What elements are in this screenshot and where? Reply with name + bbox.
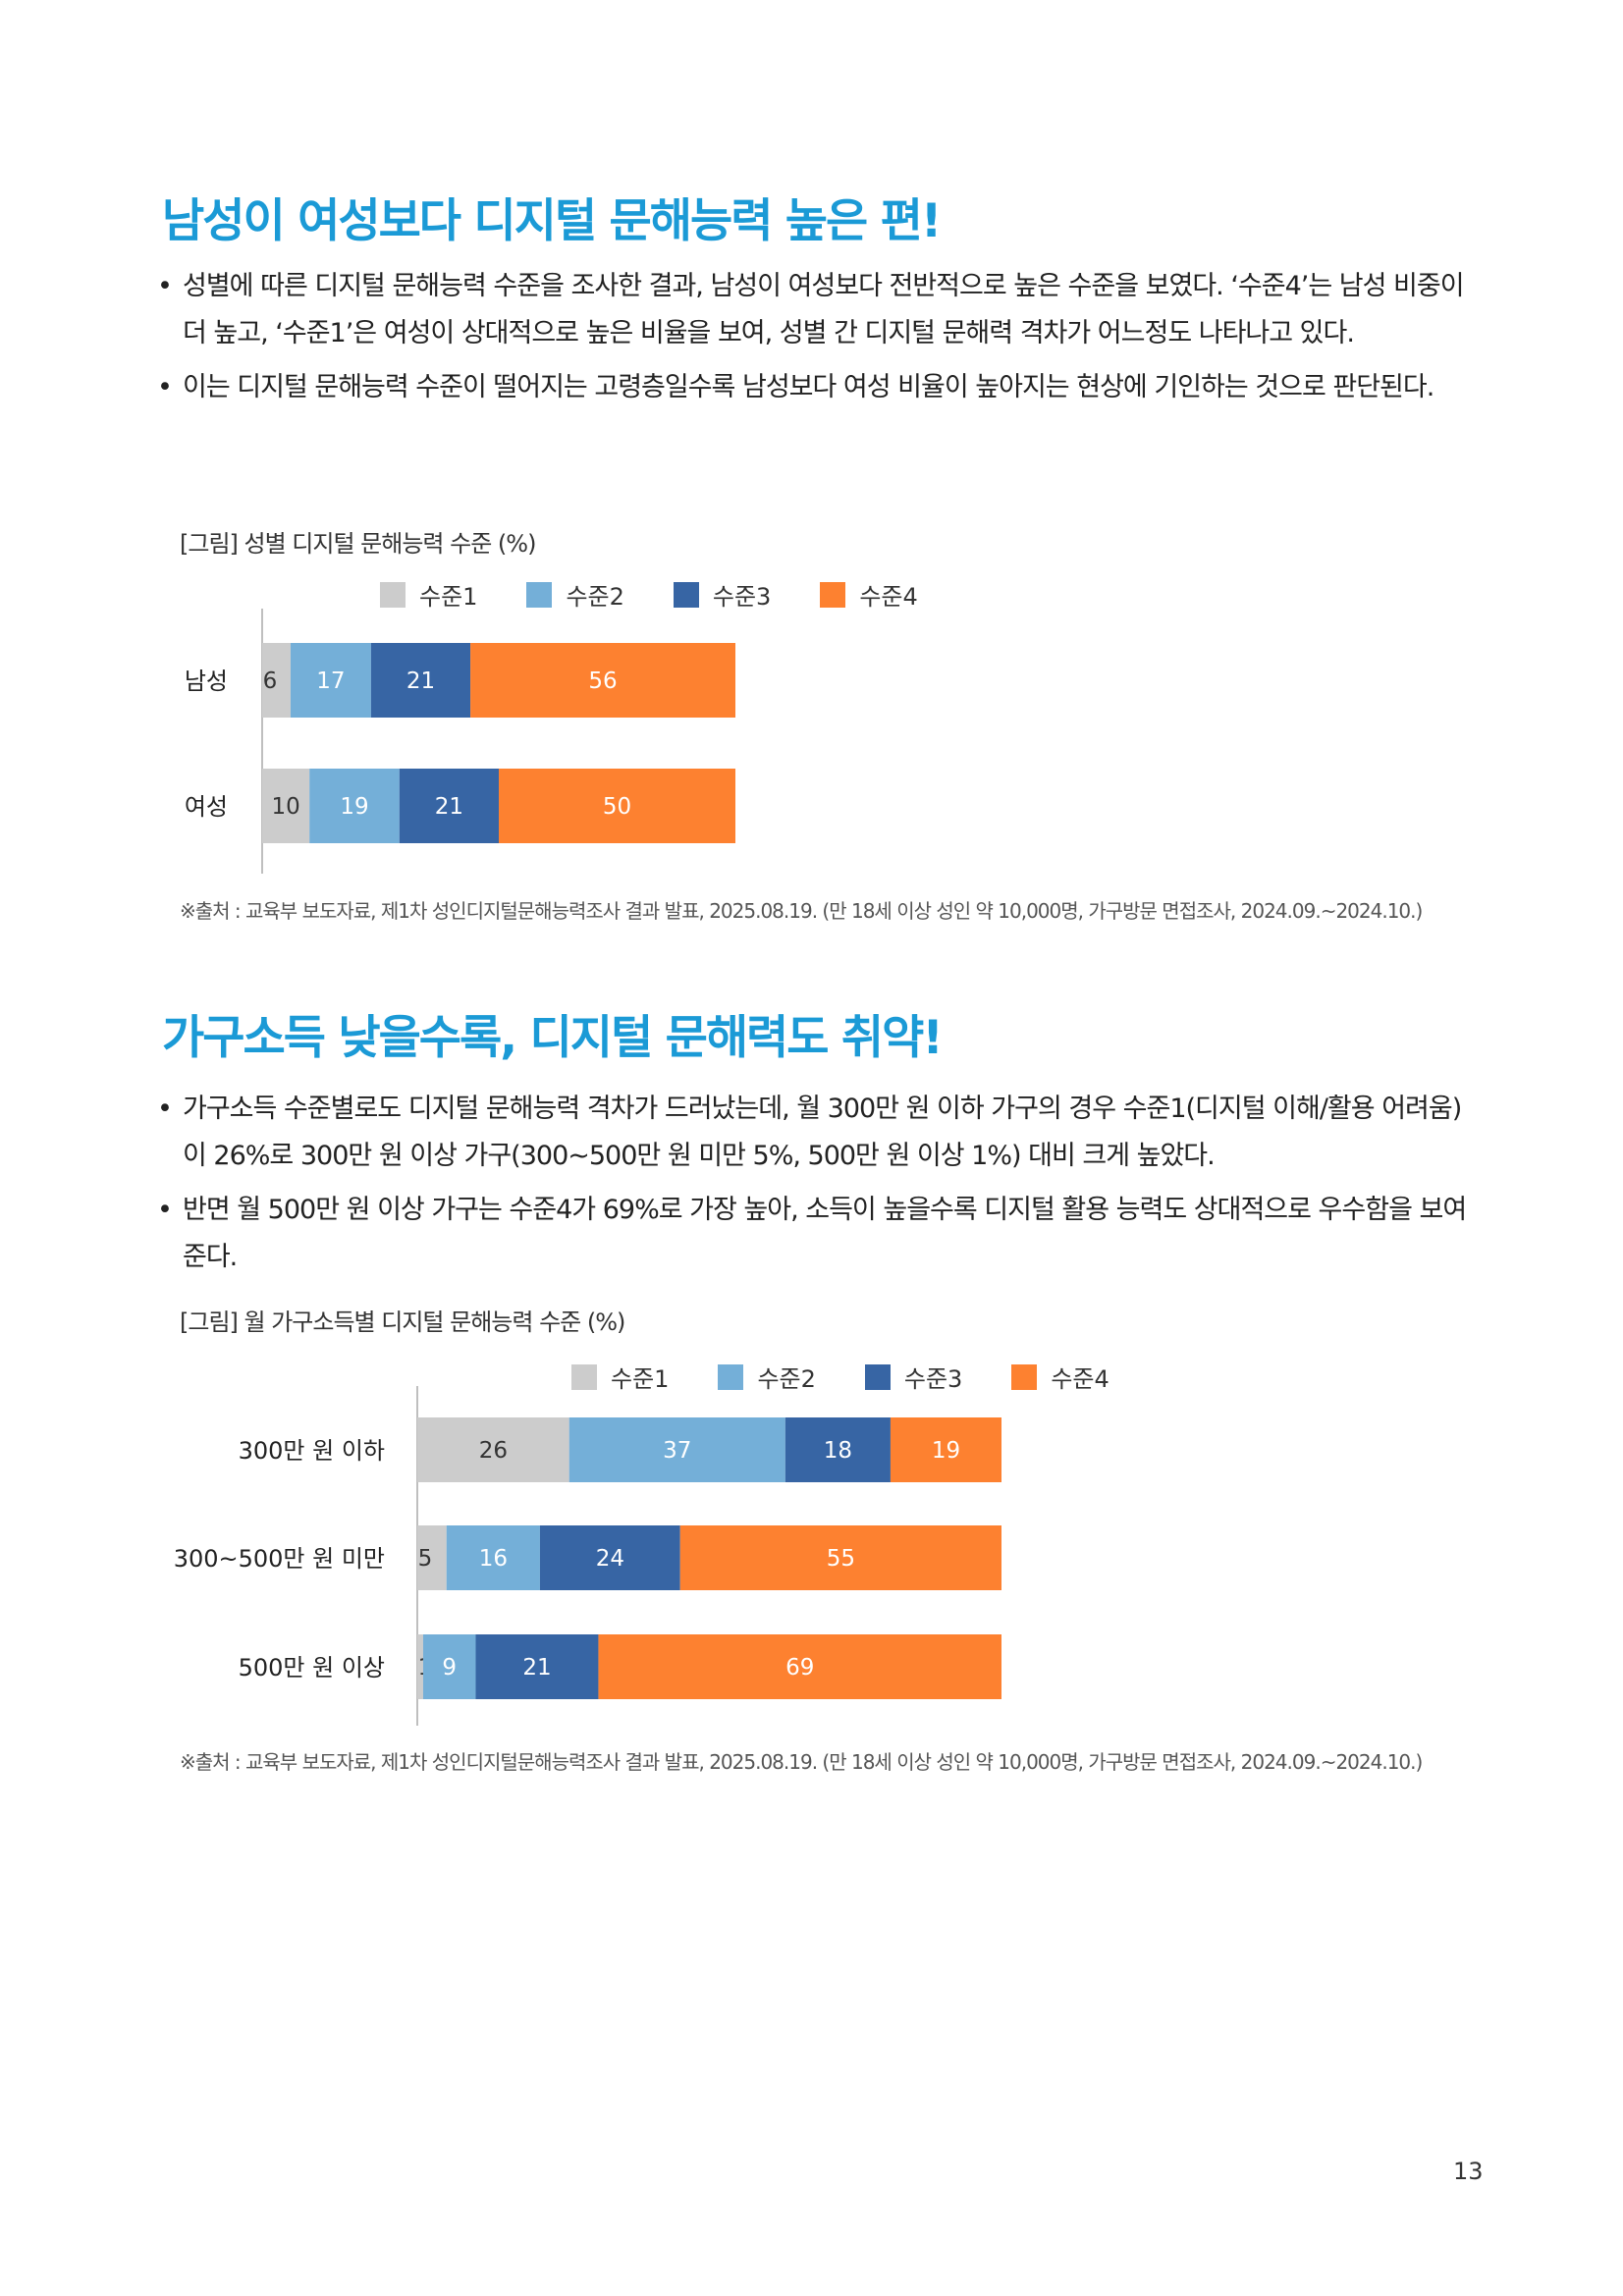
bar-segment-수준3	[399, 769, 499, 843]
legend-item-level4: 수준4	[1011, 1360, 1109, 1394]
data-label: 55	[827, 1546, 855, 1572]
legend-swatch	[673, 581, 699, 608]
data-label: 21	[435, 794, 463, 820]
legend-label: 수준3	[712, 583, 772, 611]
source-note-gender: ※출처 : 교육부 보도자료, 제1차 성인디지털문해능력조사 결과 발표, 2…	[180, 899, 1423, 923]
legend-label: 수준4	[859, 583, 918, 611]
bar-segment-수준4	[679, 1525, 1001, 1590]
bullet-list-income: 가구소득 수준별로도 디지털 문해능력 격차가 드러났는데, 월 300만 원 …	[157, 1086, 1478, 1288]
legend-label: 수준4	[1051, 1365, 1109, 1393]
data-label: 37	[663, 1438, 691, 1464]
figure-caption-income: [그림] 월 가구소득별 디지털 문해능력 수준 (%)	[180, 1308, 625, 1336]
bar-segment-수준3	[370, 643, 471, 718]
data-label: 5	[418, 1546, 433, 1572]
data-label: 6	[263, 668, 278, 694]
legend-label: 수준3	[903, 1365, 963, 1393]
data-label: 26	[479, 1438, 508, 1464]
bar-segment-수준2	[309, 769, 400, 843]
bullet-item: 가구소득 수준별로도 디지털 문해능력 격차가 드러났는데, 월 300만 원 …	[157, 1086, 1478, 1180]
legend-item-level1: 수준1	[571, 1360, 669, 1394]
legend-item-level2: 수준2	[718, 1360, 816, 1394]
bar-segment-수준2	[290, 643, 371, 718]
legend-swatch	[718, 1363, 744, 1390]
chart-legend-income: 수준1 수준2 수준3 수준4	[571, 1360, 1159, 1394]
category-label: 여성	[185, 793, 228, 821]
data-label: 21	[406, 668, 435, 694]
section-title-gender: 남성이 여성보다 디지털 문해능력 높은 편!	[162, 194, 942, 248]
data-label: 69	[785, 1655, 814, 1681]
legend-item-level1: 수준1	[380, 577, 477, 612]
chart-svg: 300만 원 이하 26 37 18 19 300~500만 원 미만 5 16 24 55 500…	[174, 1386, 1001, 1726]
stacked-bar-chart-gender: 남성 6 17 21 56 여성 10 19 21 50	[157, 609, 1139, 876]
stacked-bar-chart-income: 300만 원 이하 26 37 18 19 300~500만 원 미만 5 16 24 55 500…	[157, 1386, 1276, 1728]
data-label: 50	[603, 794, 631, 820]
bar-segment-수준2	[446, 1525, 540, 1590]
category-label: 300만 원 이하	[239, 1437, 385, 1465]
category-label: 남성	[185, 667, 228, 695]
legend-label: 수준2	[757, 1365, 816, 1393]
legend-label: 수준2	[566, 583, 624, 611]
legend-swatch	[1011, 1363, 1038, 1390]
bar-segment-수준4	[890, 1417, 1001, 1482]
legend-swatch	[380, 581, 406, 608]
chart-legend-gender: 수준1 수준2 수준3 수준4	[380, 577, 967, 612]
legend-swatch	[571, 1363, 597, 1390]
data-label: 56	[588, 668, 617, 694]
data-label: 10	[271, 794, 299, 820]
legend-item-level3: 수준3	[864, 1360, 963, 1394]
data-label: 21	[522, 1655, 551, 1681]
data-label: 24	[596, 1546, 624, 1572]
bar-segment-수준4	[470, 643, 735, 718]
bar-segment-수준2	[422, 1634, 476, 1699]
chart-svg: 남성 6 17 21 56 여성 10 19 21 50	[185, 609, 735, 874]
data-label: 19	[932, 1438, 960, 1464]
legend-item-level4: 수준4	[820, 577, 918, 612]
legend-item-level2: 수준2	[526, 577, 624, 612]
bar-segment-수준3	[539, 1525, 680, 1590]
bullet-item: 이는 디지털 문해능력 수준이 떨어지는 고령층일수록 남성보다 여성 비율이 …	[157, 364, 1478, 411]
legend-swatch	[864, 1363, 891, 1390]
category-label: 500만 원 이상	[239, 1654, 385, 1682]
data-label: 16	[479, 1546, 508, 1572]
page-number: 13	[1453, 2158, 1484, 2185]
bar-segment-수준1	[262, 769, 310, 843]
category-label: 300~500만 원 미만	[174, 1545, 385, 1573]
bullet-item: 반면 월 500만 원 이상 가구는 수준4가 69%로 가장 높아, 소득이 …	[157, 1187, 1478, 1281]
bar-segment-수준1	[417, 1525, 447, 1590]
data-label: 18	[824, 1438, 852, 1464]
bar-segment-수준1	[417, 1634, 423, 1699]
bar-segment-수준2	[568, 1417, 785, 1482]
bar-segment-수준3	[784, 1417, 891, 1482]
figure-caption-gender: [그림] 성별 디지털 문해능력 수준 (%)	[180, 530, 536, 558]
bar-segment-수준4	[499, 769, 735, 843]
section-title-income: 가구소득 낮을수록, 디지털 문해력도 취약!	[162, 1011, 944, 1065]
bar-segment-수준3	[475, 1634, 599, 1699]
legend-swatch	[526, 581, 553, 608]
legend-swatch	[820, 581, 846, 608]
data-label: 19	[340, 794, 368, 820]
data-label: 9	[442, 1655, 457, 1681]
bar-segment-수준1	[417, 1417, 569, 1482]
legend-label: 수준1	[419, 583, 478, 611]
bullet-item: 성별에 따른 디지털 문해능력 수준을 조사한 결과, 남성이 여성보다 전반적…	[157, 263, 1478, 357]
bullet-list-gender: 성별에 따른 디지털 문해능력 수준을 조사한 결과, 남성이 여성보다 전반적…	[157, 263, 1478, 418]
legend-label: 수준1	[611, 1365, 670, 1393]
bar-segment-수준4	[598, 1634, 1001, 1699]
source-note-income: ※출처 : 교육부 보도자료, 제1차 성인디지털문해능력조사 결과 발표, 2…	[180, 1750, 1423, 1774]
legend-item-level3: 수준3	[673, 577, 772, 612]
bar-segment-수준1	[262, 643, 291, 718]
data-label: 17	[316, 668, 345, 694]
